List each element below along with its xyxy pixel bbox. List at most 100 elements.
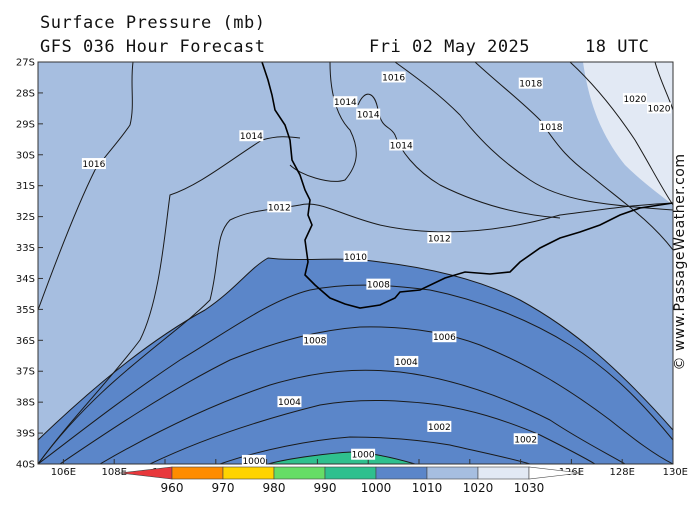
isobar-label: 1014 [333,96,358,108]
isobar-label: 1002 [513,433,538,445]
lon-label: 106E [51,467,76,478]
map-frame [37,61,674,465]
lat-label: 32S [16,212,35,223]
credit-text: © www.PassageWeather.com [672,153,688,371]
isobar-label-bg [432,331,457,343]
isobar-label: 1014 [239,130,264,142]
colorbar-label: 980 [263,481,286,495]
lon-label: 130E [663,467,688,478]
isobar-label-text: 1000 [352,451,375,461]
colorbar-segment [477,466,530,480]
isobar-1010 [38,257,673,441]
isobar-label-text: 1020 [648,104,671,114]
isobar-label-text: 1002 [428,423,451,433]
isobar-label-text: 1018 [540,123,563,133]
forecast-subtitle: GFS 036 Hour Forecast [40,37,266,57]
isobar-label-bg [277,396,302,408]
isobar-label-bg [267,201,292,213]
isobar-1012 [38,202,673,464]
isobar-label: 1014 [389,139,414,151]
band-1020-plus [583,62,673,205]
colorbar-segment [119,466,173,480]
isobar-label-text: 1010 [344,253,367,263]
colorbar-label: 990 [314,481,337,495]
isobar-label-bg [343,250,368,262]
isobar-label-text: 1014 [334,98,357,108]
isobar-label: 1020 [622,93,647,105]
isobar-label: 1012 [427,232,452,244]
isobar-label-text: 1020 [623,95,646,105]
lat-label: 40S [16,460,35,471]
isobar-label: 1014 [356,108,381,121]
isobar-label-bg [513,433,538,445]
chart-title: Surface Pressure (mb) [40,13,266,33]
isobar-label-text: 1014 [240,132,263,142]
band-1000-1010 [38,258,673,464]
isobar-label-text: 1004 [395,358,418,368]
lat-label: 34S [16,274,35,285]
isobar-label-text: 1000 [242,457,265,467]
lat-label: 33S [16,243,35,254]
isobar-1016-east [394,62,673,211]
isobar-label-text: 1008 [367,281,390,291]
isobar-1016-west [38,62,134,311]
isobar-1006 [59,326,673,464]
isobar-label: 1016 [381,71,406,83]
colorbar-segment [171,466,224,480]
isobar-1022 [654,62,673,111]
isobar-label-text: 1014 [390,141,413,151]
isobar-label: 1016 [81,158,106,170]
isobar-1018 [474,62,673,251]
pressure-fill-layer [38,62,673,464]
isobar-label-bg [333,96,358,108]
latitude-axis: 27S 28S 29S 30S 31S 32S 33S 34S 35S 36S 37S 38S 39S 4… [16,58,43,471]
isobar-label-bg [539,120,564,132]
forecast-time: 18 UTC [585,37,650,57]
colorbar-label: 960 [161,481,184,495]
isobar-label: 1006 [432,331,457,343]
isobar-label-bg [518,77,543,89]
isobar-label-text: 1014 [357,111,380,121]
isobar-label-bg [427,232,452,244]
isobar-label-bg [302,334,327,346]
colorbar-label: 1000 [361,481,392,495]
lat-label: 29S [16,119,35,130]
isobar-label-bg [389,139,414,151]
colorbar-segment [528,466,582,480]
isobar-1008 [38,284,673,464]
isobar-label: 1018 [539,120,564,133]
isobar-label: 1000 [351,448,376,461]
isobar-label: 1000 [241,454,266,467]
isobar-label-bg [81,158,106,170]
colorbar: 960 970 980 990 1000 1010 1020 1030 [119,466,582,495]
isobar-label-bg [381,71,406,83]
isobar-label-text: 1016 [82,160,105,170]
colorbar-segment [273,466,326,480]
lat-label: 28S [16,88,35,99]
isobar-label: 1004 [277,396,302,408]
isobar-1002 [149,399,596,464]
isobar-label-bg [427,420,452,432]
colorbar-label: 1030 [514,481,545,495]
lon-label: 128E [609,467,634,478]
isobar-label: 1010 [343,250,368,263]
lat-label: 31S [16,181,35,192]
lon-label: 108E [101,467,126,478]
lat-label: 39S [16,429,35,440]
isobar-label: 1020 [647,102,671,114]
colorbar-segment [222,466,275,480]
isobar-label: 1004 [394,355,419,368]
isobar-label-text: 1012 [268,203,291,213]
isobar-1020 [569,62,673,206]
colorbar-segment [324,466,377,480]
lat-label: 36S [16,336,35,347]
lat-label: 38S [16,398,35,409]
isobar-label-bg [366,278,391,290]
isobar-label-bg [647,102,671,114]
forecast-date: Fri 02 May 2025 [369,37,531,57]
colorbar-label: 970 [212,481,235,495]
colorbar-label: 1020 [463,481,494,495]
band-990-1000 [268,452,415,464]
lat-label: 37S [16,367,35,378]
